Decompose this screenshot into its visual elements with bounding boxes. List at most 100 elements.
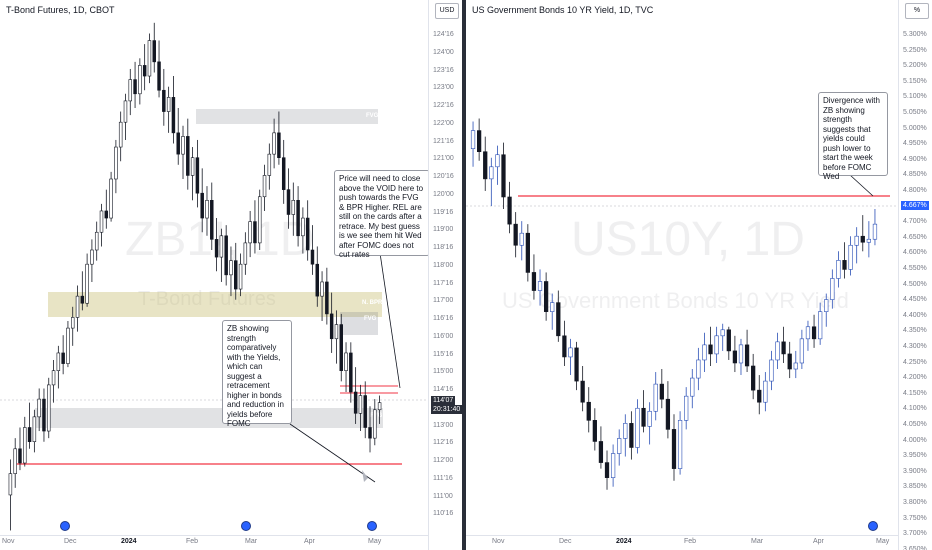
price-tick-label: 120'00 [433,190,454,198]
fvg-label-upper: FVG [366,113,379,119]
price-tick-label: 3.800% [903,499,927,506]
candle [574,341,579,391]
candle [8,459,13,531]
time-tick-label: May [876,538,890,545]
zb-chart-pane[interactable]: ZB1!, 1D T-Bond Futures FVG N. BPR FVG F… [0,0,462,550]
candle [162,68,166,126]
event-icon[interactable] [367,521,377,531]
time-tick-label: Mar [245,538,258,545]
candle [641,390,646,433]
percent-button[interactable]: % [905,3,929,19]
candle [769,350,774,391]
candle [248,210,252,258]
time-tick-label: Nov [492,538,505,545]
fvg-label-mid: FVG [364,316,377,322]
time-tick-label: Apr [813,538,824,545]
candle [118,111,123,162]
candle [677,411,683,475]
candle [550,293,555,330]
event-icon[interactable] [868,521,878,531]
candle [272,118,276,169]
price-tick-label: 124'16 [433,31,454,38]
price-tick-label: 121'00 [433,155,454,163]
candle [836,251,841,288]
price-tick-label: 4.700% [903,218,927,226]
candle [42,388,46,442]
zb-watermark-name: T-Bond Futures [138,288,276,310]
us10y-last-price: 4.667% [901,201,929,210]
annotation-zb-strength-note[interactable]: ZB showing strength comparatively with t… [222,320,292,428]
price-tick-label: 5.250% [903,46,927,54]
price-tick-label: 123'00 [433,84,454,92]
candle [181,125,185,179]
event-icon[interactable] [60,521,70,531]
candle [805,320,811,351]
candle [90,239,94,282]
candle [229,246,233,297]
candle [349,342,353,403]
price-tick-label: 117'16 [433,279,454,287]
price-tick-label: 5.100% [903,93,927,101]
candle [32,409,37,453]
candle [738,338,744,376]
candle [325,267,329,325]
candle [866,221,871,258]
price-tick-label: 4.900% [903,155,927,163]
candle [339,313,343,382]
candle [262,164,267,211]
price-tick-label: 4.550% [903,265,927,272]
event-icon[interactable] [241,521,251,531]
annotation-void-note[interactable]: Price will need to close above the VOID … [334,170,430,259]
candle [635,399,640,454]
candle [152,22,156,73]
us10y-chart-title[interactable]: US Government Bonds 10 YR Yield, 1D, TVC [472,5,654,15]
candle [291,182,296,236]
candle [854,227,859,264]
candle [99,203,104,247]
price-tick-label: 119'00 [433,226,454,234]
candle [37,388,41,432]
price-tick-label: 4.650% [903,233,927,241]
candle [315,246,320,307]
zb-time-axis[interactable]: Nov Dec 2024 Feb Mar Apr May [0,535,428,550]
candle [66,321,70,368]
candle [286,168,291,229]
price-tick-label: 118'16 [433,244,454,251]
candle [824,293,829,327]
annotation-divergence-note[interactable]: Divergence with ZB showing strength sugg… [818,92,888,181]
price-tick-label: 3.700% [903,530,927,538]
zb-chart-title[interactable]: T-Bond Futures, 1D, CBOT [6,5,115,15]
us10y-chart-pane[interactable]: US10Y, 1D US Government Bonds 10 YR Yiel… [466,0,932,550]
us10y-price-axis[interactable]: % 5.300% 5.250% 5.200% 5.150% 5.100% 5.050% 5.… [898,0,932,550]
currency-button[interactable]: USD [435,3,459,19]
price-tick-label: 115'00 [433,368,454,376]
price-tick-label: 3.900% [903,467,927,475]
us10y-watermark-symbol: US10Y, 1D [571,213,805,266]
candle [61,335,65,375]
candle [320,271,324,321]
candle [104,189,109,229]
us10y-time-axis[interactable]: Nov Dec 2024 Feb Mar Apr May [466,535,898,550]
candle [556,290,561,342]
candle [18,427,22,471]
candle [243,232,248,275]
zb-price-axis[interactable]: USD 124'16 124'00 123'16 123'00 122'16 122'00… [428,0,462,550]
price-tick-label: 112'00 [433,457,454,464]
price-tick-label: 4.250% [903,358,927,366]
pane-divider[interactable] [462,0,466,550]
candle [872,209,878,246]
price-tick-label: 4.350% [903,327,927,335]
candle [368,406,372,453]
time-tick-label: May [368,538,382,545]
price-tick-label: 5.000% [903,124,927,132]
candle [653,372,658,421]
candle [696,347,701,391]
candle [176,108,180,165]
price-tick-label: 122'16 [433,102,454,109]
price-tick-label: 4.000% [903,436,927,444]
candle [147,33,152,84]
candle [775,332,780,370]
candle [200,168,204,233]
candle [13,438,17,488]
candle [238,253,243,297]
